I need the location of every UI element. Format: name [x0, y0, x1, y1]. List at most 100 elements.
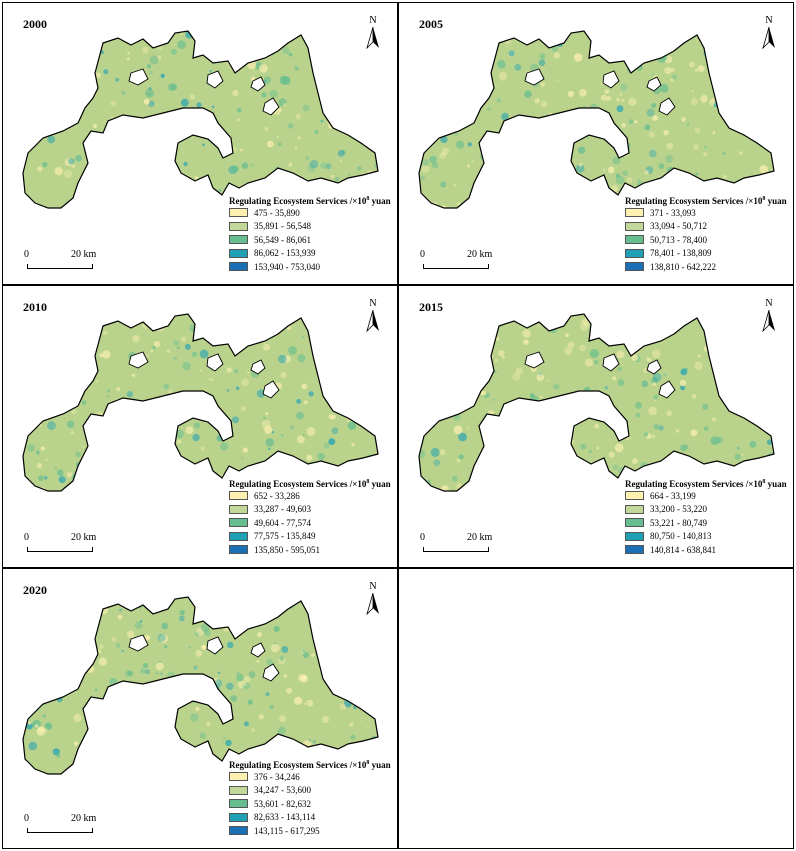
- legend-item: 652 - 33,286: [229, 489, 391, 503]
- map-panel-2020: 2020 N Regulating Ecosystem Services /×1…: [2, 568, 398, 849]
- legend-item: 33,094 - 50,712: [625, 220, 787, 234]
- legend-swatch: [229, 545, 248, 555]
- legend-label: 475 - 35,890: [254, 207, 300, 218]
- legend-title: Regulating Ecosystem Services /×108 yuan: [625, 196, 787, 206]
- legend-swatch: [229, 262, 248, 272]
- legend-label: 77,575 - 135,849: [254, 531, 316, 542]
- legend-item: 80,750 - 140,813: [625, 530, 787, 544]
- region-map-svg: [22, 596, 379, 775]
- region-map-svg: [418, 313, 775, 492]
- region-map-svg: [22, 313, 379, 492]
- region-map-svg: [418, 30, 775, 209]
- legend-item: 143,115 - 617,295: [229, 824, 391, 838]
- scale-line: [423, 547, 489, 552]
- north-label: N: [765, 298, 773, 309]
- map-panel-2015: 2015 N Regulating Ecosystem Services /×1…: [398, 285, 794, 568]
- legend-swatch: [625, 531, 644, 541]
- scale-bar: 0 20 km: [420, 249, 493, 277]
- scale-label: 20 km: [71, 249, 97, 260]
- legend-label: 138,810 - 642,222: [650, 261, 716, 272]
- legend-item: 34,247 - 53,600: [229, 784, 391, 798]
- legend-label: 56,549 - 86,061: [254, 234, 311, 245]
- legend: Regulating Ecosystem Services /×108 yuan…: [625, 479, 787, 557]
- north-label: N: [369, 581, 377, 592]
- legend-label: 49,604 - 77,574: [254, 517, 311, 528]
- scale-zero: 0: [420, 532, 425, 543]
- legend-item: 140,814 - 638,841: [625, 543, 787, 557]
- legend-label: 135,850 - 595,051: [254, 544, 320, 555]
- scale-zero: 0: [24, 813, 29, 824]
- legend-swatch: [625, 235, 644, 245]
- legend-swatch: [229, 491, 248, 501]
- legend-label: 33,200 - 53,220: [650, 504, 707, 515]
- legend-label: 143,115 - 617,295: [254, 825, 320, 836]
- legend-label: 664 - 33,199: [650, 490, 696, 501]
- legend-label: 153,940 - 753,040: [254, 261, 320, 272]
- legend-swatch: [625, 262, 644, 272]
- empty-panel: [398, 568, 794, 849]
- legend-rows: 475 - 35,890 35,891 - 56,548 56,549 - 86,0…: [229, 206, 391, 274]
- legend-label: 652 - 33,286: [254, 490, 300, 501]
- legend-item: 56,549 - 86,061: [229, 233, 391, 247]
- legend: Regulating Ecosystem Services /×108 yuan…: [229, 760, 391, 838]
- legend-swatch: [229, 772, 248, 782]
- legend-rows: 376 - 34,246 34,247 - 53,600 53,601 - 82,6…: [229, 770, 391, 838]
- legend-swatch: [229, 504, 248, 514]
- legend-label: 34,247 - 53,600: [254, 785, 311, 796]
- panel-year: 2010: [23, 300, 47, 314]
- legend-label: 78,401 - 138,809: [650, 248, 712, 259]
- north-label: N: [765, 15, 773, 26]
- legend-item: 35,891 - 56,548: [229, 220, 391, 234]
- map-panel-2010: 2010 N Regulating Ecosystem Services /×1…: [2, 285, 398, 568]
- scale-line: [27, 264, 93, 269]
- legend-item: 86,062 - 153,939: [229, 247, 391, 261]
- legend-title: Regulating Ecosystem Services /×108 yuan: [229, 196, 391, 206]
- map-panel-2000: 2000 N Regulating Ecosystem Services /×1…: [2, 2, 398, 285]
- legend-rows: 652 - 33,286 33,287 - 49,603 49,604 - 77,5…: [229, 489, 391, 557]
- panel-year: 2020: [23, 583, 47, 597]
- legend-swatch: [229, 531, 248, 541]
- legend-swatch: [229, 235, 248, 245]
- legend-swatch: [625, 518, 644, 528]
- legend-label: 82,633 - 143,114: [254, 812, 316, 823]
- legend-label: 371 - 33,093: [650, 207, 696, 218]
- region-map-svg: [22, 30, 379, 209]
- legend-swatch: [229, 518, 248, 528]
- legend: Regulating Ecosystem Services /×108 yuan…: [625, 196, 787, 274]
- legend-item: 33,200 - 53,220: [625, 503, 787, 517]
- north-arrow-icon: N: [365, 298, 381, 332]
- scale-zero: 0: [420, 249, 425, 260]
- legend-title: Regulating Ecosystem Services /×108 yuan: [229, 479, 391, 489]
- scale-line: [27, 828, 93, 833]
- legend-swatch: [229, 799, 248, 809]
- legend-label: 80,750 - 140,813: [650, 531, 712, 542]
- legend-swatch: [229, 248, 248, 258]
- legend-label: 50,713 - 78,400: [650, 234, 707, 245]
- legend-item: 153,940 - 753,040: [229, 260, 391, 274]
- legend-item: 33,287 - 49,603: [229, 503, 391, 517]
- legend-label: 86,062 - 153,939: [254, 248, 316, 259]
- legend-item: 78,401 - 138,809: [625, 247, 787, 261]
- legend-swatch: [229, 221, 248, 231]
- legend-swatch: [229, 208, 248, 218]
- legend-swatch: [229, 826, 248, 836]
- legend-item: 49,604 - 77,574: [229, 516, 391, 530]
- panel-year: 2000: [23, 17, 47, 31]
- scale-label: 20 km: [467, 249, 493, 260]
- legend-item: 135,850 - 595,051: [229, 543, 391, 557]
- scale-bar: 0 20 km: [24, 813, 97, 841]
- legend-title: Regulating Ecosystem Services /×108 yuan: [229, 760, 391, 770]
- legend-label: 33,287 - 49,603: [254, 504, 311, 515]
- legend-rows: 664 - 33,199 33,200 - 53,220 53,221 - 80,7…: [625, 489, 787, 557]
- scale-bar: 0 20 km: [420, 532, 493, 560]
- legend-swatch: [625, 545, 644, 555]
- legend-swatch: [229, 785, 248, 795]
- scale-bar: 0 20 km: [24, 532, 97, 560]
- north-arrow-icon: N: [365, 15, 381, 49]
- scale-line: [423, 264, 489, 269]
- legend-label: 376 - 34,246: [254, 771, 300, 782]
- legend-swatch: [229, 812, 248, 822]
- north-label: N: [369, 298, 377, 309]
- map-panel-2005: 2005 N Regulating Ecosystem Services /×1…: [398, 2, 794, 285]
- north-arrow-icon: N: [365, 581, 381, 615]
